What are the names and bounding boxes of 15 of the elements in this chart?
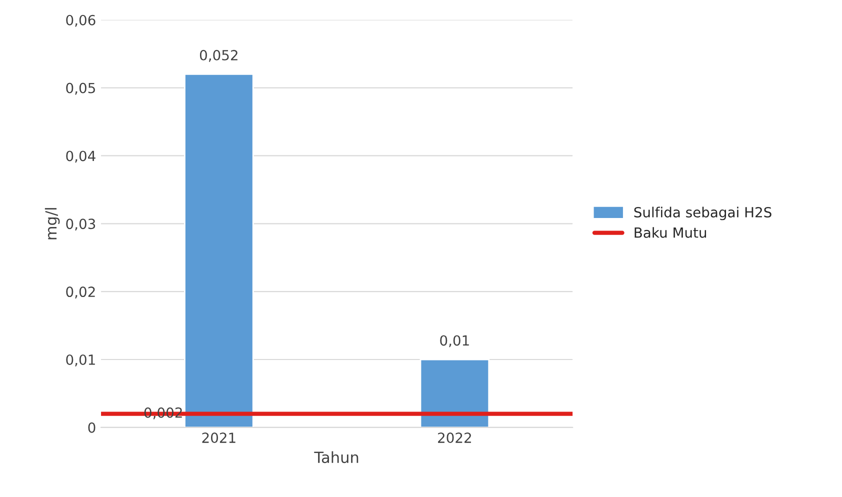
y-tick-label: 0,05 — [66, 82, 95, 95]
y-tick-label: 0,06 — [66, 14, 96, 27]
x-tick-label: 2022 — [438, 432, 471, 444]
y-tick-label: 0,02 — [66, 286, 95, 298]
data-label: 0,052 — [200, 50, 238, 62]
x-axis-title: Tahun — [314, 451, 358, 464]
legend-label: Baku Mutu — [634, 227, 706, 238]
y-tick-label: 0,03 — [66, 218, 96, 231]
legend-label: Sulfida sebagai H2S — [634, 206, 772, 220]
y-tick-label: 0,04 — [66, 150, 96, 163]
x-tick-label: 2021 — [202, 432, 236, 444]
y-tick-label: 0,01 — [66, 354, 95, 366]
data-label: 0,01 — [440, 335, 469, 348]
y-axis-title: mg/l — [44, 208, 60, 240]
y-tick-label: 0 — [88, 422, 96, 433]
